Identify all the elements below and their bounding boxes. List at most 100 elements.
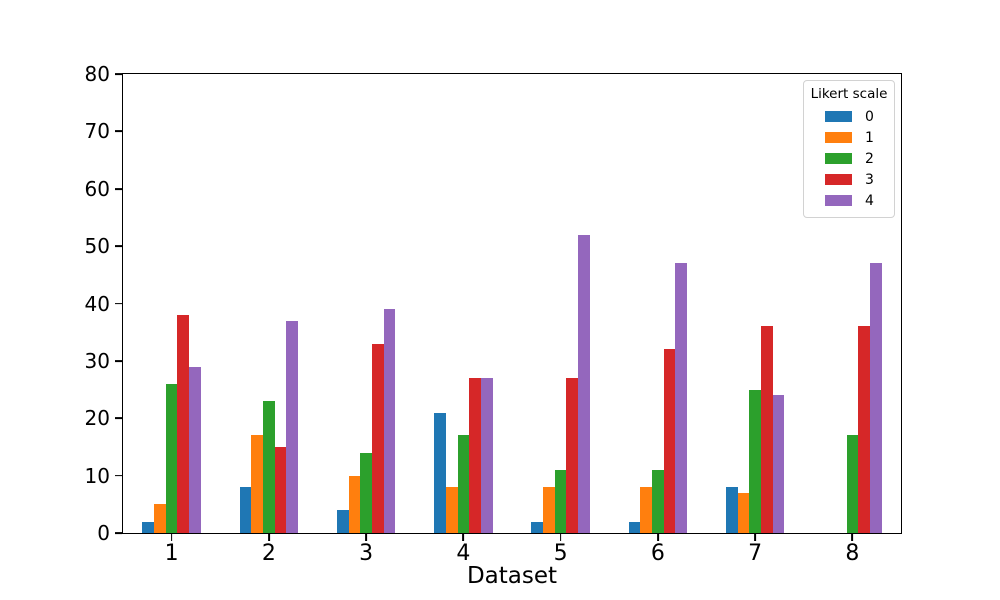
legend-item-3: 3 <box>804 169 894 190</box>
bar-series-4-dataset-4 <box>480 378 493 533</box>
bar-series-2-dataset-3 <box>360 452 372 533</box>
bar-series-2-dataset-4 <box>457 435 470 533</box>
bar-series-4-dataset-8 <box>869 263 882 533</box>
y-tick-mark-80 <box>115 73 122 75</box>
x-tick-mark-2 <box>267 534 270 541</box>
bar-group-6 <box>609 74 706 533</box>
legend-item-label-1: 1 <box>865 129 874 146</box>
x-tick-label-6: 6 <box>650 541 665 566</box>
y-tick-mark-0 <box>115 532 122 534</box>
bar-series-2-dataset-7 <box>749 389 761 533</box>
y-tick-label-80: 80 <box>84 62 110 86</box>
legend-item-1: 1 <box>804 127 894 148</box>
bar-series-2-dataset-5 <box>554 469 567 533</box>
bar-series-4-dataset-1 <box>189 366 201 533</box>
legend-swatch-3 <box>825 174 852 185</box>
x-tick-label-8: 8 <box>845 541 860 566</box>
x-tick-mark-6 <box>656 534 659 541</box>
y-tick-mark-50 <box>115 245 122 248</box>
legend-item-label-3: 3 <box>865 171 874 188</box>
legend-title: Likert scale <box>810 86 888 102</box>
x-tick-mark-8 <box>851 534 854 541</box>
y-tick-label-30: 30 <box>84 348 110 373</box>
bar-series-1-dataset-5 <box>543 487 555 533</box>
legend-item-label-0: 0 <box>865 108 874 125</box>
bar-series-4-dataset-6 <box>675 263 688 533</box>
x-tick-mark-1 <box>170 534 173 541</box>
bar-series-4-dataset-5 <box>578 234 590 533</box>
bar-series-1-dataset-1 <box>154 504 166 533</box>
x-tick-label-5: 5 <box>553 541 568 566</box>
legend-swatch-1 <box>825 132 852 143</box>
bar-series-3-dataset-8 <box>858 326 870 533</box>
y-tick-mark-40 <box>115 302 122 305</box>
bar-series-1-dataset-2 <box>251 435 264 533</box>
y-tick-mark-20 <box>115 417 122 420</box>
bar-series-2-dataset-6 <box>652 469 664 533</box>
y-tick-label-50: 50 <box>84 234 110 259</box>
bar-group-8 <box>804 74 901 533</box>
legend-swatch-0 <box>825 111 852 122</box>
bar-series-0-dataset-6 <box>628 521 641 533</box>
bar-series-3-dataset-6 <box>663 349 676 533</box>
x-tick-label-3: 3 <box>359 541 374 566</box>
bar-series-2-dataset-8 <box>846 435 859 533</box>
x-tick-mark-7 <box>754 534 757 541</box>
legend-item-label-2: 2 <box>865 150 874 167</box>
bar-series-4-dataset-7 <box>772 395 785 533</box>
legend-item-0: 0 <box>804 106 894 127</box>
bar-series-3-dataset-4 <box>469 378 481 533</box>
x-tick-mark-3 <box>365 534 368 541</box>
bars-container <box>123 74 901 533</box>
x-tick-label-2: 2 <box>261 541 276 566</box>
bar-series-3-dataset-5 <box>566 378 579 533</box>
y-tick-label-70: 70 <box>84 119 110 144</box>
bar-series-0-dataset-4 <box>434 412 446 533</box>
bar-series-0-dataset-7 <box>725 487 738 533</box>
bar-series-3-dataset-3 <box>371 343 384 533</box>
bar-series-4-dataset-3 <box>383 309 396 533</box>
legend-item-2: 2 <box>804 148 894 169</box>
legend-item-label-4: 4 <box>865 192 874 209</box>
bar-series-4-dataset-2 <box>286 320 299 533</box>
bar-group-4 <box>415 74 512 533</box>
x-axis-title: Dataset <box>466 563 558 589</box>
y-tick-label-60: 60 <box>84 176 110 201</box>
y-tick-mark-30 <box>115 359 122 362</box>
bar-series-1-dataset-6 <box>640 487 653 533</box>
y-tick-mark-60 <box>115 187 122 190</box>
y-tick-label-0: 0 <box>97 521 110 545</box>
bar-group-5 <box>512 74 609 533</box>
bar-series-3-dataset-7 <box>760 326 773 533</box>
legend-swatch-4 <box>825 195 852 206</box>
x-tick-mark-4 <box>462 534 465 541</box>
bar-series-3-dataset-1 <box>177 314 190 533</box>
bar-series-3-dataset-2 <box>274 446 287 533</box>
y-tick-mark-10 <box>115 474 122 477</box>
bar-series-0-dataset-2 <box>239 487 252 533</box>
y-tick-mark-70 <box>115 130 122 133</box>
bar-group-2 <box>220 74 317 533</box>
bar-series-0-dataset-5 <box>531 521 544 533</box>
bar-series-0-dataset-3 <box>336 510 349 533</box>
x-tick-label-1: 1 <box>164 541 179 566</box>
bar-group-3 <box>318 74 415 533</box>
y-tick-label-40: 40 <box>84 291 110 316</box>
bar-series-2-dataset-2 <box>263 401 275 533</box>
y-tick-label-20: 20 <box>84 406 110 431</box>
bar-series-2-dataset-1 <box>165 383 178 533</box>
legend-swatch-2 <box>825 153 852 164</box>
bar-series-0-dataset-1 <box>142 521 155 533</box>
legend-item-4: 4 <box>804 190 894 211</box>
bar-series-1-dataset-3 <box>348 475 361 533</box>
bar-group-1 <box>123 74 220 533</box>
legend: Likert scale 0 1 2 3 4 <box>803 80 895 218</box>
bar-series-1-dataset-4 <box>445 487 458 533</box>
bar-group-7 <box>707 74 804 533</box>
x-tick-mark-5 <box>559 534 562 541</box>
y-tick-label-10: 10 <box>84 463 110 488</box>
x-tick-label-7: 7 <box>748 541 763 566</box>
legend-items: 0 1 2 3 4 <box>804 106 894 211</box>
